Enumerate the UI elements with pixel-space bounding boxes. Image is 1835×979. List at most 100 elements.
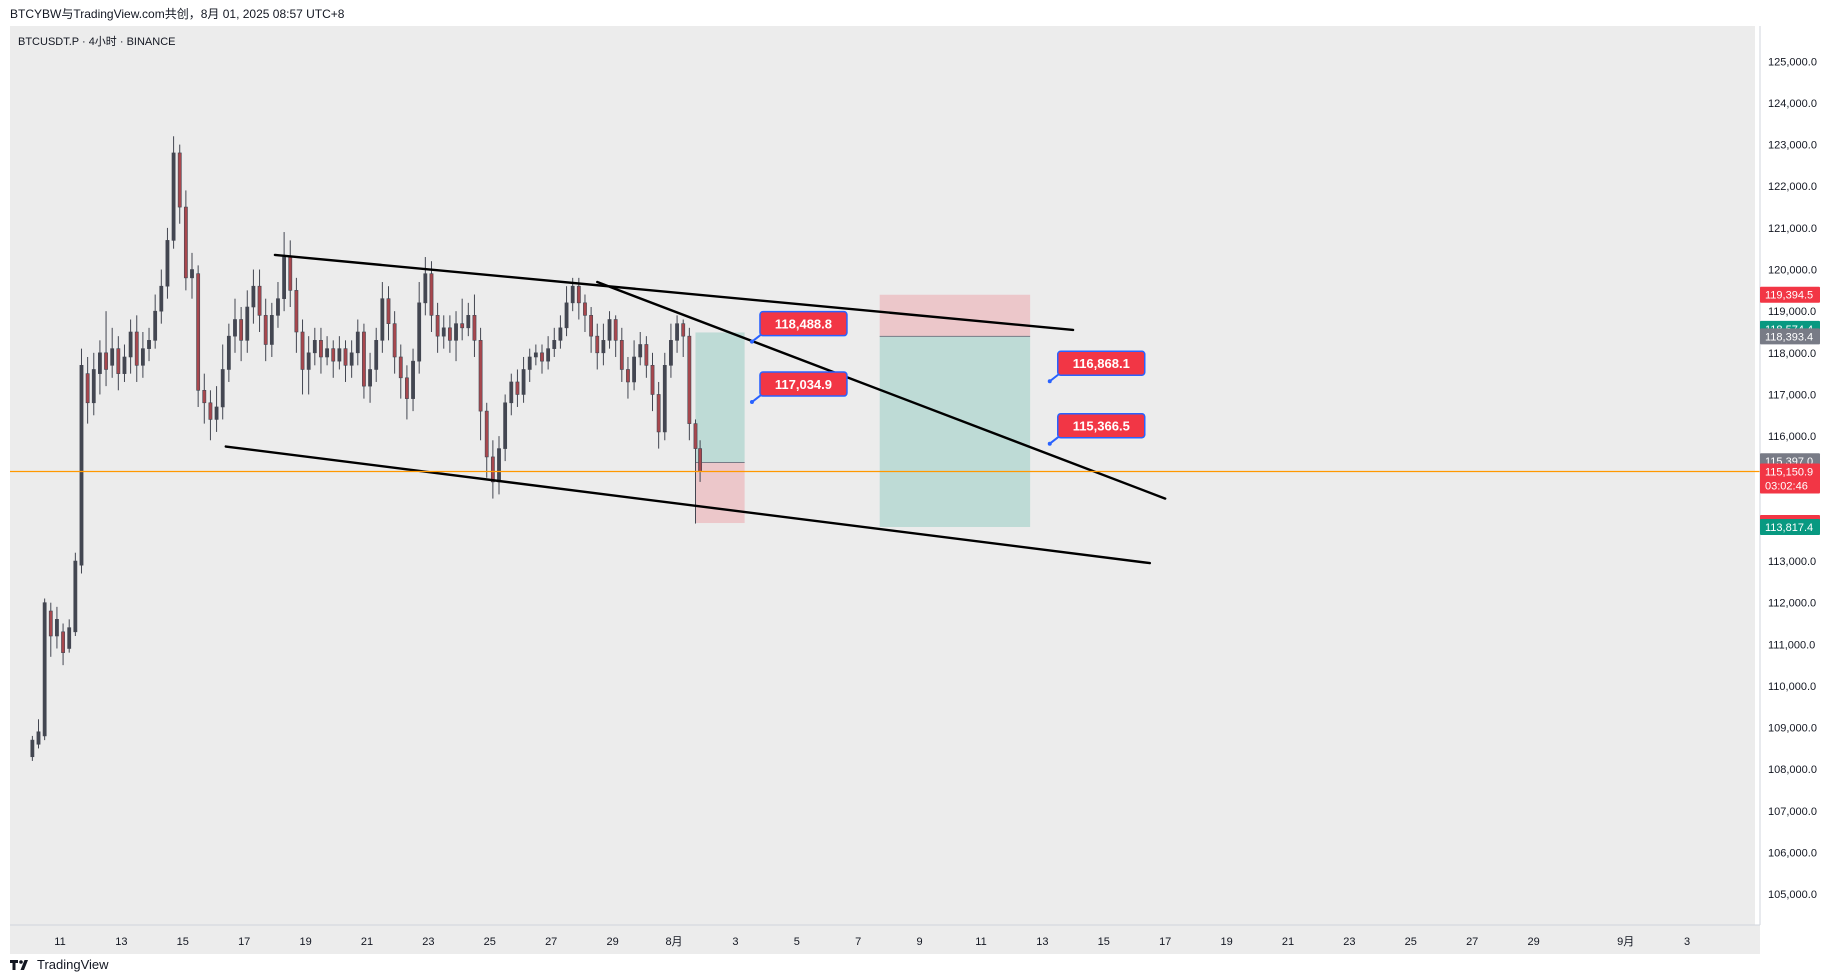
candle-body (312, 340, 317, 354)
callout-label: 116,868.1 (1073, 356, 1130, 371)
candle (552, 327, 557, 357)
candle (30, 735, 35, 761)
candle-body (650, 365, 655, 395)
candle (214, 386, 219, 432)
price-tag-bg (1760, 328, 1820, 345)
candle-body (79, 365, 84, 566)
candle-body (540, 352, 544, 362)
tradingview-icon (10, 959, 28, 970)
candle (91, 352, 96, 416)
candle (140, 331, 145, 378)
candle (527, 348, 532, 382)
price-tag-label: 115,150.9 (1765, 466, 1813, 478)
candle-body (104, 352, 108, 370)
trendline (224, 445, 1152, 565)
price-tag: 113,817.4 (1760, 518, 1820, 535)
candle-body (405, 377, 409, 399)
publish-header: BTCYBW与TradingView.com共创，8月 01, 2025 08:… (0, 0, 1835, 26)
candle-body (183, 206, 188, 279)
candle-body (466, 315, 471, 329)
candle-body (177, 152, 182, 208)
x-tick-label: 11 (54, 936, 65, 948)
candle-body (570, 285, 575, 304)
callout-box (1057, 350, 1146, 376)
price-axis[interactable]: 105,000.0 106,000.0 107,000.0 108,000.0 109,… (1759, 26, 1835, 954)
x-tick-label: 21 (361, 936, 373, 948)
candle-body (472, 315, 477, 341)
trendlines[interactable] (224, 253, 1167, 565)
price-tag-label: 119,394.5 (1765, 290, 1813, 302)
footer-brand: TradingView (37, 957, 109, 972)
candle-body (441, 327, 446, 337)
candle (662, 352, 667, 441)
candle (564, 286, 569, 337)
candle (380, 282, 385, 353)
candle (576, 277, 581, 320)
x-tick-label: 23 (422, 936, 434, 948)
x-tick-label: 23 (1343, 936, 1355, 948)
candle-body (159, 285, 164, 312)
candle (294, 277, 299, 353)
candle (196, 265, 201, 407)
candle-body (626, 369, 630, 383)
candle-body (337, 348, 342, 362)
candle (226, 323, 231, 382)
candle (208, 390, 213, 441)
tradingview-logo[interactable]: TradingView (10, 957, 109, 972)
callouts[interactable]: 118,488.8 117,034.9 116,868.1 115,366.5 (749, 310, 1146, 446)
candle (447, 315, 452, 353)
candle (607, 311, 612, 349)
candle (546, 336, 551, 370)
candle (687, 327, 692, 441)
y-tick-label: 113,000.0 (1768, 556, 1816, 568)
candle (306, 336, 311, 395)
candle-body (693, 423, 698, 449)
candle-body (454, 323, 458, 341)
price-chart[interactable]: 118,488.8 117,034.9 116,868.1 115,366.5 105… (0, 0, 1835, 954)
y-tick-label: 121,000.0 (1768, 223, 1817, 235)
candle-body (484, 410, 489, 458)
candle-body (276, 298, 280, 316)
candle-body (503, 402, 508, 449)
candle-body (380, 298, 385, 341)
footer: TradingView (0, 954, 1835, 979)
x-tick-label: 13 (1036, 936, 1048, 948)
candle (325, 336, 329, 366)
candle-body (239, 319, 244, 341)
price-tag-bg (1760, 286, 1820, 303)
candle-body (288, 256, 293, 291)
candle-body (392, 323, 397, 358)
candle-body (116, 348, 121, 374)
candle-body (490, 456, 495, 483)
plot-background (10, 26, 1755, 954)
time-axis[interactable]: 11 13 15 17 19 21 23 25 27 29 8月 3 5 7 9 11 13 15 17 19 21 23… (10, 924, 1760, 954)
candle (472, 294, 477, 357)
candle (638, 331, 643, 366)
candle (355, 319, 360, 366)
candle (177, 144, 182, 224)
candle (515, 369, 520, 407)
price-tag-label: 118,393.4 (1765, 331, 1813, 343)
candle-body (601, 340, 606, 354)
price-tag: 119,394.5 (1760, 286, 1820, 303)
candle (540, 344, 544, 374)
y-tick-label: 108,000.0 (1768, 764, 1817, 776)
candle (441, 315, 446, 349)
callout-box (1057, 412, 1146, 439)
candle-body (48, 610, 53, 637)
candle-body (644, 344, 649, 366)
candle (245, 290, 250, 353)
symbol-title: BTCUSDT.P · 4小时 · BINANCE (18, 35, 176, 48)
x-tick-label: 9 (917, 936, 923, 948)
candle-body (208, 402, 213, 420)
x-tick-label: 29 (606, 936, 618, 948)
candle-body (85, 373, 90, 404)
candle (257, 269, 262, 332)
x-tick-label: 27 (1466, 936, 1478, 948)
candle (386, 286, 391, 341)
candle-body (153, 310, 158, 341)
candle-body (533, 352, 538, 358)
candle-body (698, 448, 702, 472)
callout-box (759, 310, 848, 337)
callout-label: 117,034.9 (775, 377, 832, 392)
